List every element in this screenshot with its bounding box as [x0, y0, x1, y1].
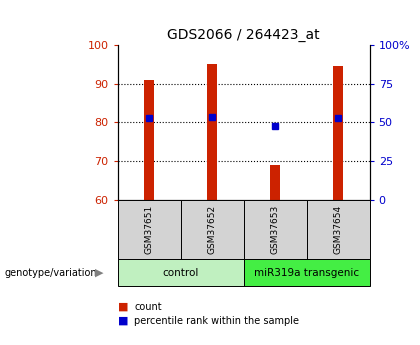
Text: ▶: ▶ [94, 268, 103, 277]
Title: GDS2066 / 264423_at: GDS2066 / 264423_at [167, 28, 320, 42]
Bar [144, 80, 154, 200]
Text: GSM37652: GSM37652 [207, 205, 217, 254]
Text: count: count [134, 302, 162, 312]
Text: control: control [163, 268, 199, 277]
Bar [207, 64, 217, 200]
Text: GSM37651: GSM37651 [144, 205, 154, 254]
Text: GSM37653: GSM37653 [270, 205, 280, 254]
Text: percentile rank within the sample: percentile rank within the sample [134, 316, 299, 326]
Text: GSM37654: GSM37654 [333, 205, 343, 254]
Text: genotype/variation: genotype/variation [4, 268, 97, 277]
Text: miR319a transgenic: miR319a transgenic [254, 268, 359, 277]
Text: ■: ■ [118, 302, 128, 312]
Bar [333, 66, 343, 200]
Bar [270, 165, 280, 200]
Text: ■: ■ [118, 316, 128, 326]
